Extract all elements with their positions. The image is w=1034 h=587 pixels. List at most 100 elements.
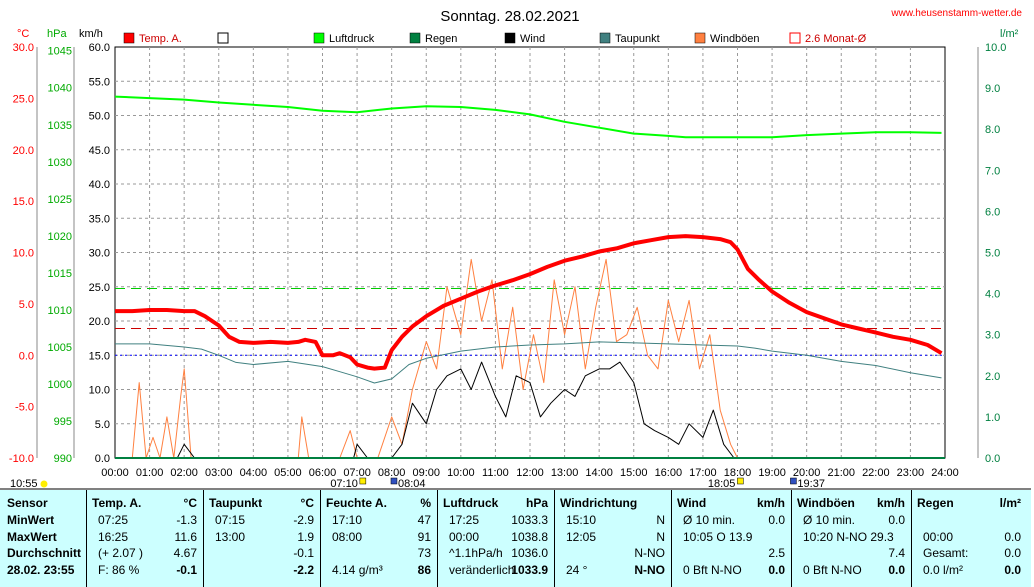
stats-value-label: 12:05 (566, 530, 597, 544)
stats-unit: hPa (525, 496, 548, 510)
stats-value: 73 (417, 546, 431, 560)
stats-value-label: 24 ° (566, 563, 588, 577)
time-tick-label: 16:00 (655, 467, 683, 479)
temp-tick-label: 10.0 (13, 248, 34, 260)
legend-swatch (694, 32, 706, 44)
stats-value-label: veränderlich (449, 563, 515, 577)
sunset-marker (737, 477, 744, 485)
stats-unit: °C (183, 496, 197, 510)
stats-value: 86 (417, 563, 431, 577)
stats-value-label: (+ 2.07 ) (98, 546, 144, 560)
stats-value-label: 0 Bft N-NO (683, 563, 742, 577)
rain-tick-label: 5.0 (985, 248, 1000, 260)
pressure-tick-label: 1040 (48, 83, 72, 95)
wind-tick-label: 0.0 (95, 453, 110, 465)
stats-row-label: 28.02. 23:55 (7, 563, 75, 577)
pressure-tick-label: 1020 (48, 231, 72, 243)
pressure-unit: hPa (47, 28, 67, 40)
time-tick-label: 02:00 (170, 467, 198, 479)
stats-divider (203, 490, 204, 587)
rain-tick-label: 4.0 (985, 289, 1000, 301)
stats-unit: km/h (756, 496, 785, 510)
stats-value: 1033.9 (511, 563, 548, 577)
stats-value: N (656, 513, 665, 527)
sunset-label: 18:05 (708, 478, 736, 490)
time-tick-label: 22:00 (862, 467, 890, 479)
legend-label: Regen (425, 33, 457, 45)
pressure-tick-label: 995 (54, 416, 72, 428)
legend-swatch (504, 32, 516, 44)
time-tick-label: 21:00 (827, 467, 855, 479)
temp-tick-label: 0.0 (19, 350, 34, 362)
stats-value-label: Ø 10 min. (683, 513, 736, 527)
time-tick-label: 24:00 (931, 467, 959, 479)
legend-swatch (123, 32, 135, 44)
sunset-full-marker (790, 477, 797, 485)
sun-markers: 07:10 08:04 18:05 19:37 10:55 (0, 477, 1031, 490)
legend: Temp. A. Luftdruck Regen Wind Taupunkt Windbö… (123, 32, 867, 45)
stats-divider (320, 490, 321, 587)
rain-tick-label: 2.0 (985, 371, 1000, 383)
stats-panel: Sensor MinWert MaxWert Durchschnitt 28.02. 2… (0, 490, 1031, 587)
stats-value: 1033.3 (511, 513, 548, 527)
rain-tick-label: 6.0 (985, 206, 1000, 218)
pressure-tick-label: 1045 (48, 46, 72, 58)
stats-value: N-NO (634, 546, 665, 560)
stats-header: Regen (917, 496, 954, 510)
stats-value-label: 07:25 (98, 513, 129, 527)
stats-value-label: Gesamt: (923, 546, 969, 560)
stats-header: Windrichtung (560, 496, 638, 510)
stats-value-label: 17:25 (449, 513, 480, 527)
time-tick-label: 06:00 (309, 467, 337, 479)
stats-divider (437, 490, 438, 587)
time-tick-label: 13:00 (551, 467, 579, 479)
series-temp-a- (115, 234, 943, 371)
series-windb-en (115, 258, 945, 459)
stats-value: 1038.8 (511, 530, 548, 544)
wind-tick-label: 10.0 (89, 385, 110, 397)
wind-tick-label: 40.0 (89, 179, 110, 191)
stats-header: Taupunkt (209, 496, 263, 510)
time-tick-label: 01:00 (136, 467, 164, 479)
stats-unit: l/m² (999, 496, 1021, 510)
stats-value-label: 10:20 N-NO 29.3 (803, 530, 894, 544)
legend-swatch (599, 32, 611, 44)
series-layer (114, 95, 945, 459)
stats-row-label: MaxWert (7, 530, 57, 544)
legend-swatch (313, 32, 325, 44)
rain-tick-label: 7.0 (985, 165, 1000, 177)
time-tick-label: 10:00 (447, 467, 475, 479)
time-tick-label: 05:00 (274, 467, 302, 479)
stats-value: 0.0 (1004, 530, 1021, 544)
stats-value: 0.0 (888, 513, 905, 527)
stats-value: 91 (417, 530, 431, 544)
stats-value-label: 16:25 (98, 530, 129, 544)
wind-tick-label: 5.0 (95, 419, 110, 431)
stats-value: 47 (417, 513, 431, 527)
stats-value-label: 08:00 (332, 530, 363, 544)
stats-value: -0.1 (176, 563, 197, 577)
time-tick-label: 17:00 (689, 467, 717, 479)
legend-label: 2.6 Monat-Ø (805, 33, 867, 45)
time-tick-label: 07:00 (343, 467, 371, 479)
legend-label: Windböen (710, 33, 760, 45)
sunrise-label: 07:10 (330, 478, 358, 490)
stats-value: 2.5 (768, 546, 785, 560)
pressure-tick-label: 990 (54, 453, 72, 465)
wind-tick-label: 60.0 (89, 42, 110, 54)
stats-value: 7.4 (888, 546, 905, 560)
stats-value: -2.9 (293, 513, 314, 527)
stats-value-label: ^1.1hPa/h (449, 546, 503, 560)
time-tick-label: 15:00 (620, 467, 648, 479)
pressure-tick-label: 1025 (48, 194, 72, 206)
axis-labels: 30.0 25.0 20.0 15.0 10.0 5.0 0.0 -5.0 -10.0 1045 1… (9, 42, 1007, 479)
stats-value: -1.3 (176, 513, 197, 527)
pressure-tick-label: 1035 (48, 120, 72, 132)
stats-value-label: 0.0 l/m² (923, 563, 964, 577)
stats-value-label: 17:10 (332, 513, 363, 527)
chart-canvas: Sonntag. 28.02.2021 www.heusenstamm-wett… (0, 8, 1031, 490)
time-tick-label: 03:00 (205, 467, 233, 479)
rain-unit: l/m² (1000, 28, 1019, 40)
stats-value: 11.6 (174, 530, 197, 544)
